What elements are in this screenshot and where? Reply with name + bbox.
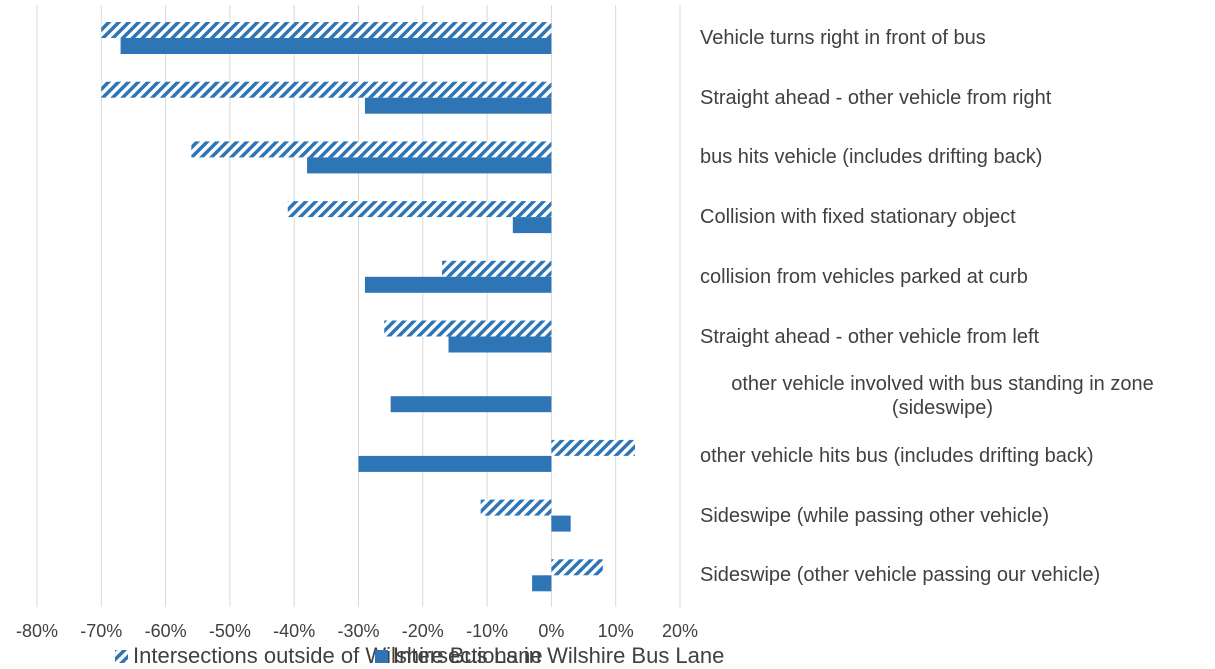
bar: [551, 559, 603, 576]
bar: [120, 38, 552, 54]
bar: [358, 455, 552, 472]
x-tick-label: -60%: [145, 621, 187, 641]
bar: [364, 97, 552, 114]
legend-marker: [115, 650, 128, 663]
bar: [101, 22, 552, 38]
category-label: bus hits vehicle (includes drifting back…: [700, 146, 1043, 169]
category-label: collision from vehicles parked at curb: [700, 265, 1028, 288]
x-tick-label: -10%: [466, 621, 508, 641]
bar: [480, 499, 552, 516]
category-label: Sideswipe (while passing other vehicle): [700, 504, 1050, 527]
legend-marker: [375, 650, 388, 663]
x-tick-label: -30%: [337, 621, 379, 641]
bar: [101, 81, 552, 98]
category-label: other vehicle involved with bus standing…: [731, 373, 1154, 420]
category-label: Straight ahead - other vehicle from left: [700, 325, 1040, 348]
x-tick-label: -70%: [80, 621, 122, 641]
bar: [191, 141, 552, 158]
bar: [551, 515, 571, 532]
category-label: Sideswipe (other vehicle passing our veh…: [700, 564, 1101, 587]
category-label: Vehicle turns right in front of bus: [700, 27, 986, 49]
x-tick-label: 0%: [538, 621, 564, 641]
bar: [532, 575, 552, 592]
x-tick-label: -50%: [209, 621, 251, 641]
bar: [384, 320, 552, 337]
bar: [512, 217, 552, 234]
legend-label: Intersections in Wilshire Bus Lane: [393, 643, 724, 668]
bar: [307, 157, 552, 174]
bar: [551, 439, 635, 456]
x-tick-label: -40%: [273, 621, 315, 641]
x-tick-label: 20%: [662, 621, 698, 641]
x-tick-label: 10%: [598, 621, 634, 641]
bar: [364, 276, 552, 293]
bar: [448, 336, 552, 353]
x-tick-label: -80%: [16, 621, 58, 641]
legend-label: Intersections outside of Wilshire Bus La…: [133, 643, 543, 668]
category-label: other vehicle hits bus (includes driftin…: [700, 444, 1094, 467]
category-label: Straight ahead - other vehicle from righ…: [700, 86, 1052, 109]
category-label: Collision with fixed stationary object: [700, 206, 1016, 229]
bar: [442, 260, 552, 277]
bar: [390, 396, 552, 413]
x-tick-label: -20%: [402, 621, 444, 641]
bar: [287, 201, 552, 218]
